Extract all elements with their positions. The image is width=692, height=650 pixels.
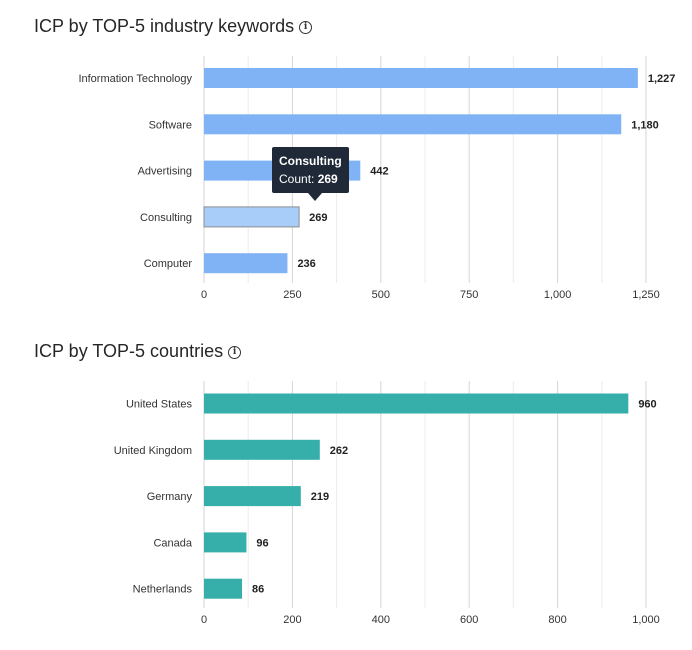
x-tick-label: 1,000 (544, 289, 572, 301)
info-icon[interactable]: i (299, 21, 313, 34)
category-label: United Kingdom (114, 445, 192, 457)
data-label: 236 (297, 258, 315, 270)
chart-title-text: ICP by TOP-5 industry keywords (34, 16, 295, 36)
category-label: United States (126, 399, 193, 411)
chart-title: ICP by TOP-5 industry keywords i (34, 16, 313, 37)
x-tick-label: 500 (372, 289, 390, 301)
category-label: Consulting (140, 212, 192, 224)
category-label: Advertising (138, 166, 192, 178)
x-tick-label: 750 (460, 289, 478, 301)
bar[interactable] (204, 253, 288, 274)
x-tick-label: 200 (283, 614, 301, 626)
data-label: 262 (330, 445, 348, 457)
industry-chart: ICP by TOP-5 industry keywords i 0 250 500… (0, 0, 692, 320)
chart-title-text: ICP by TOP-5 countries (34, 341, 224, 361)
category-label: Computer (144, 258, 193, 270)
x-tick-label: 1,250 (632, 289, 660, 301)
countries-chart: ICP by TOP-5 countries i 0 200 400 600 800 1,… (0, 325, 692, 645)
data-label: 1,180 (631, 119, 659, 131)
x-tick-label: 0 (201, 289, 207, 301)
tooltip-category: Consulting (279, 153, 342, 168)
category-label: Canada (153, 537, 192, 549)
bar[interactable] (204, 114, 622, 135)
category-label: Information Technology (78, 73, 192, 85)
x-tick-label: 0 (201, 614, 207, 626)
data-label: 96 (256, 537, 268, 549)
data-label: 219 (311, 491, 329, 503)
bar[interactable] (204, 486, 301, 507)
tooltip-count-label: Count: (279, 171, 315, 186)
data-label: 86 (252, 584, 264, 596)
x-tick-label: 600 (460, 614, 478, 626)
countries-chart-svg: 0 200 400 600 800 1,000 United States 960 United… (114, 381, 660, 626)
chart-title: ICP by TOP-5 countries i (34, 341, 242, 362)
bar[interactable] (204, 68, 638, 88)
data-label: 1,227 (648, 73, 676, 85)
category-label: Netherlands (133, 584, 193, 596)
x-tick-label: 400 (372, 614, 390, 626)
x-tick-label: 800 (548, 614, 566, 626)
tooltip-count-value: 269 (317, 171, 338, 186)
data-label: 442 (370, 166, 388, 178)
bar[interactable] (204, 532, 247, 553)
info-icon[interactable]: i (228, 346, 242, 359)
category-label: Germany (147, 491, 193, 503)
chart-tooltip: Consulting Count: 269 (272, 146, 349, 201)
industry-chart-svg: 0 250 500 750 1,000 1,250 Information Technolo… (78, 56, 676, 301)
tooltip-count: Count: 269 (279, 170, 342, 188)
data-label: 269 (309, 212, 327, 224)
bar[interactable] (204, 578, 243, 599)
x-tick-label: 250 (283, 289, 301, 301)
category-label: Software (149, 119, 192, 131)
bar[interactable] (204, 393, 629, 414)
bar[interactable] (204, 439, 320, 460)
bar[interactable] (203, 206, 300, 228)
data-label: 960 (638, 399, 656, 411)
x-tick-label: 1,000 (632, 614, 660, 626)
